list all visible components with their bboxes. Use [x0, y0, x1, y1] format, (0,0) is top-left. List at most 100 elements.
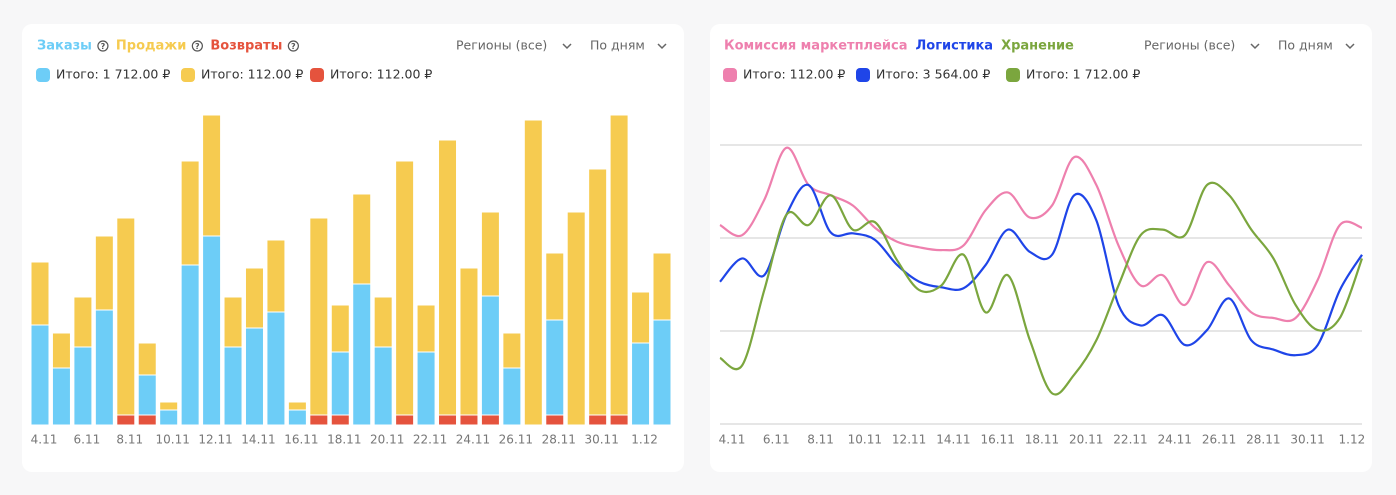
legend-total: Итого: 112.00 ₽ [330, 67, 432, 82]
help-icon: ? [101, 42, 106, 51]
x-tick-label: 24.11 [456, 433, 490, 447]
x-tick-label: 6.11 [74, 433, 101, 447]
bar-segment [588, 414, 608, 426]
x-tick-label: 20.11 [370, 433, 404, 447]
help-icon [97, 40, 109, 52]
bar-segment [202, 235, 222, 426]
x-tick-label: 24.11 [1158, 433, 1192, 447]
series-title: Хранение [1001, 39, 1074, 54]
dropdown[interactable]: По дням [1278, 38, 1333, 53]
legend-swatch [310, 68, 324, 82]
bar-segment [137, 342, 157, 376]
bar-segment [480, 414, 500, 426]
legend-total: Итого: 112.00 ₽ [201, 67, 303, 82]
x-tick-label: 14.11 [241, 433, 275, 447]
x-tick-label: 26.11 [1202, 433, 1236, 447]
bar-segment [609, 114, 629, 416]
help-icon: ? [291, 42, 296, 51]
bar-segment [609, 414, 629, 426]
bar-segment [545, 252, 565, 321]
legend-swatch [36, 68, 50, 82]
bar-segment [309, 217, 329, 416]
bar-segment [566, 211, 586, 426]
x-tick-label: 30.11 [584, 433, 618, 447]
bar-segment [352, 193, 372, 285]
bar-segment [480, 295, 500, 416]
bar-segment [502, 332, 522, 369]
series-title: Продажи [116, 39, 186, 54]
x-tick-label: 16.11 [980, 433, 1014, 447]
help-icon [191, 40, 203, 52]
bar-segment [459, 414, 479, 426]
x-tick-label: 8.11 [807, 433, 834, 447]
legend-total: Итого: 112.00 ₽ [743, 67, 845, 82]
series-title: Возвраты [210, 39, 282, 54]
bar-segment [73, 296, 93, 348]
bar-segment [395, 160, 415, 416]
bar-segment [523, 119, 543, 426]
bar-segment [631, 291, 651, 344]
line [719, 183, 1363, 357]
card [710, 24, 1372, 472]
bar-segment [94, 309, 114, 426]
bar-segment [652, 319, 672, 426]
legend-swatch [856, 68, 870, 82]
bar-segment [395, 414, 415, 426]
x-tick-label: 20.11 [1069, 433, 1103, 447]
x-tick-label: 28.11 [1246, 433, 1280, 447]
chevron [657, 43, 667, 50]
legend-total: Итого: 3 564.00 ₽ [876, 67, 990, 82]
bar-segment [373, 296, 393, 348]
bar-segment [416, 351, 436, 426]
bar-segment [352, 283, 372, 426]
x-tick-label: 4.11 [31, 433, 58, 447]
legend-total: Итого: 1 712.00 ₽ [56, 67, 170, 82]
bar-segment [438, 414, 458, 426]
bar-segment [502, 367, 522, 426]
x-tick-label: 8.11 [116, 433, 143, 447]
bar-segment [480, 211, 500, 297]
bar-segment [330, 414, 350, 426]
bar-segment [244, 327, 264, 426]
bar-segment [266, 311, 286, 426]
bar-segment [202, 114, 222, 237]
bar-segment [287, 409, 307, 426]
bar-segment [545, 319, 565, 416]
x-tick-label: 22.11 [413, 433, 447, 447]
dropdown[interactable]: По дням [590, 38, 645, 53]
bar-segment [159, 409, 179, 426]
x-tick-label: 14.11 [936, 433, 970, 447]
bar-segment [545, 414, 565, 426]
bar-segment [180, 264, 200, 426]
bar-segment [330, 304, 350, 353]
bar-segment [73, 346, 93, 426]
dropdown[interactable]: Регионы (все) [456, 38, 547, 53]
bar-segment [631, 342, 651, 426]
chevron [562, 43, 572, 50]
x-tick-label: 1.12 [1339, 433, 1366, 447]
series-title: Логистика [915, 39, 993, 54]
legend-swatch [1006, 68, 1020, 82]
x-tick-label: 18.11 [327, 433, 361, 447]
dropdown[interactable]: Регионы (все) [1144, 38, 1235, 53]
bar-segment [137, 374, 157, 416]
series-title: Комиссия маркетплейса [724, 39, 907, 54]
bar-segment [373, 346, 393, 426]
bar-segment [223, 346, 243, 426]
bar-segment [180, 160, 200, 266]
x-tick-label: 30.11 [1290, 433, 1324, 447]
x-tick-label: 1.12 [631, 433, 658, 447]
bar-segment [51, 367, 71, 426]
x-tick-label: 26.11 [499, 433, 533, 447]
x-tick-label: 18.11 [1025, 433, 1059, 447]
bar-segment [244, 267, 264, 329]
bar-segment [330, 351, 350, 416]
bar-segment [309, 414, 329, 426]
x-tick-label: 16.11 [284, 433, 318, 447]
x-tick-label: 6.11 [763, 433, 790, 447]
bar-segment [30, 261, 50, 326]
bar-segment [137, 414, 157, 426]
bar-segment [159, 401, 179, 411]
chevron [1345, 43, 1355, 50]
